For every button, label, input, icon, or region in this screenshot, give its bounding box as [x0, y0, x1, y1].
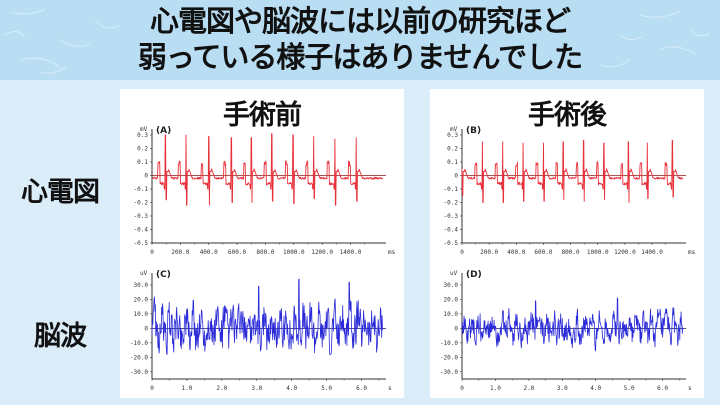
y-tick-label: -0.1 [134, 186, 149, 193]
x-tick-label: 800.0 [256, 249, 274, 256]
x-tick-label: 6.0 [356, 385, 367, 392]
ecg-trace [461, 139, 684, 203]
x-tick-label: 0 [460, 385, 464, 392]
y-tick-label: 0.1 [137, 159, 148, 166]
x-tick-label: 6.0 [657, 385, 668, 392]
y-tick-label: -0.4 [134, 227, 149, 234]
x-tick-label: 1200.0 [311, 249, 333, 256]
x-tick-label: 5.0 [321, 385, 332, 392]
x-tick-label: 400.0 [200, 249, 218, 256]
x-tick-label: 1000.0 [587, 249, 609, 256]
x-tick-label: 3.0 [251, 385, 262, 392]
y-tick-label: 10.0 [444, 311, 459, 318]
x-tick-label: 0 [460, 249, 464, 256]
x-tick-label: 1400.0 [340, 249, 362, 256]
x-tick-label: 5.0 [624, 385, 635, 392]
y-unit-label: mV [450, 126, 458, 133]
x-tick-label: 600.0 [534, 249, 552, 256]
row-label-eeg: 脳波 [34, 321, 87, 352]
x-tick-label: 200.0 [171, 249, 189, 256]
y-tick-label: 0 [144, 325, 148, 332]
y-tick-label: -0.3 [444, 213, 459, 220]
column-header-after: 手術後 [528, 100, 607, 131]
x-unit-label: s [388, 385, 392, 392]
x-tick-label: 3.0 [557, 385, 568, 392]
eeg-chart-after: uV (D) 30.0 20.0 10.0 0 -10.0 -20.0 -30.0 0 1.0 2.0… [440, 270, 692, 392]
y-tick-label: 0.3 [447, 132, 458, 139]
eeg-chart-before: uV (C) 30.0 20.0 10.0 0 -10.0 -20.0 -30.0 0 1.0 2.0… [130, 270, 392, 392]
y-tick-label: 30.0 [134, 282, 149, 289]
panel-tag: (C) [156, 270, 171, 280]
x-tick-label: 600.0 [228, 249, 246, 256]
y-tick-label: 20.0 [444, 296, 459, 303]
y-tick-label: 30.0 [444, 282, 459, 289]
y-tick-label: 20.0 [134, 296, 149, 303]
y-tick-label: 0 [454, 325, 458, 332]
x-tick-label: 4.0 [286, 385, 297, 392]
title-band: 心電図や脳波には以前の研究ほど 弱っている様子はありませんでした [0, 0, 720, 80]
x-tick-label: 2.0 [523, 385, 534, 392]
y-tick-label: -0.5 [134, 240, 149, 247]
ecg-chart-after: mV (B)0.30.20.10-0.1-0.2-0.3-0.4-0.50 200.… [444, 126, 696, 256]
ecg-chart-before: mV (A)0.30.20.10-0.1-0.2-0.3-0.4-0.50 200.… [134, 126, 396, 256]
y-tick-label: -0.2 [444, 200, 459, 207]
x-tick-label: 2.0 [216, 385, 227, 392]
y-tick-label: -10.0 [440, 340, 458, 347]
y-tick-label: -10.0 [130, 340, 148, 347]
x-unit-label: ms [688, 249, 696, 256]
y-tick-label: -0.4 [444, 227, 459, 234]
ecg-trace [151, 133, 384, 206]
y-unit-label: uV [140, 270, 148, 277]
y-tick-label: 0 [144, 173, 148, 180]
x-tick-label: 800.0 [562, 249, 580, 256]
eeg-trace [151, 278, 383, 355]
y-tick-label: -0.3 [134, 213, 149, 220]
panel-before-surgery: 手術前 mV (A) 0.3 0.2 0.1 0 -0.1 -0.2 -0.3 -0.4 -0.5 0… [120, 89, 404, 398]
y-unit-label: uV [450, 270, 458, 277]
x-tick-label: 0 [150, 385, 154, 392]
x-tick-label: 1.0 [182, 385, 193, 392]
x-unit-label: s [688, 385, 692, 392]
x-tick-label: 4.0 [590, 385, 601, 392]
y-tick-label: 0.3 [137, 132, 148, 139]
x-tick-label: 0 [150, 249, 154, 256]
y-tick-label: -0.1 [444, 186, 459, 193]
eeg-trace [461, 297, 684, 352]
x-unit-label: ms [388, 249, 396, 256]
slide-title-line2: 弱っている様子はありませんでした [137, 40, 583, 74]
x-tick-label: 1000.0 [283, 249, 305, 256]
paper-texture-decoration [4, 8, 711, 74]
x-tick-label: 400.0 [507, 249, 525, 256]
column-header-before: 手術前 [223, 100, 302, 131]
y-tick-label: 0 [454, 173, 458, 180]
y-tick-label: -0.5 [444, 240, 459, 247]
y-tick-label: 10.0 [134, 311, 149, 318]
y-tick-label: 0.2 [447, 146, 458, 153]
panel-tag: (D) [466, 270, 482, 280]
y-tick-label: -30.0 [130, 369, 148, 376]
panel-after-surgery: 手術後 mV (B) 0.3 0.2 0.1 0 -0.1 -0.2 -0.3 -0.4 -0.5 0… [430, 89, 704, 398]
x-tick-label: 1400.0 [641, 249, 663, 256]
y-tick-label: -20.0 [440, 354, 458, 361]
y-tick-label: -20.0 [130, 354, 148, 361]
y-unit-label: mV [140, 126, 148, 133]
panel-tag: (A) [156, 126, 171, 136]
x-tick-label: 1200.0 [614, 249, 636, 256]
panel-tag: (B) [466, 126, 481, 136]
y-tick-label: -30.0 [440, 369, 458, 376]
y-tick-label: 0.2 [137, 146, 148, 153]
x-tick-label: 200.0 [480, 249, 498, 256]
row-label-ecg: 心電図 [21, 177, 100, 208]
y-tick-label: 0.1 [447, 159, 458, 166]
x-tick-label: 1.0 [490, 385, 501, 392]
slide-title-line1: 心電図や脳波には以前の研究ほど [149, 4, 571, 38]
y-tick-label: -0.2 [134, 200, 149, 207]
